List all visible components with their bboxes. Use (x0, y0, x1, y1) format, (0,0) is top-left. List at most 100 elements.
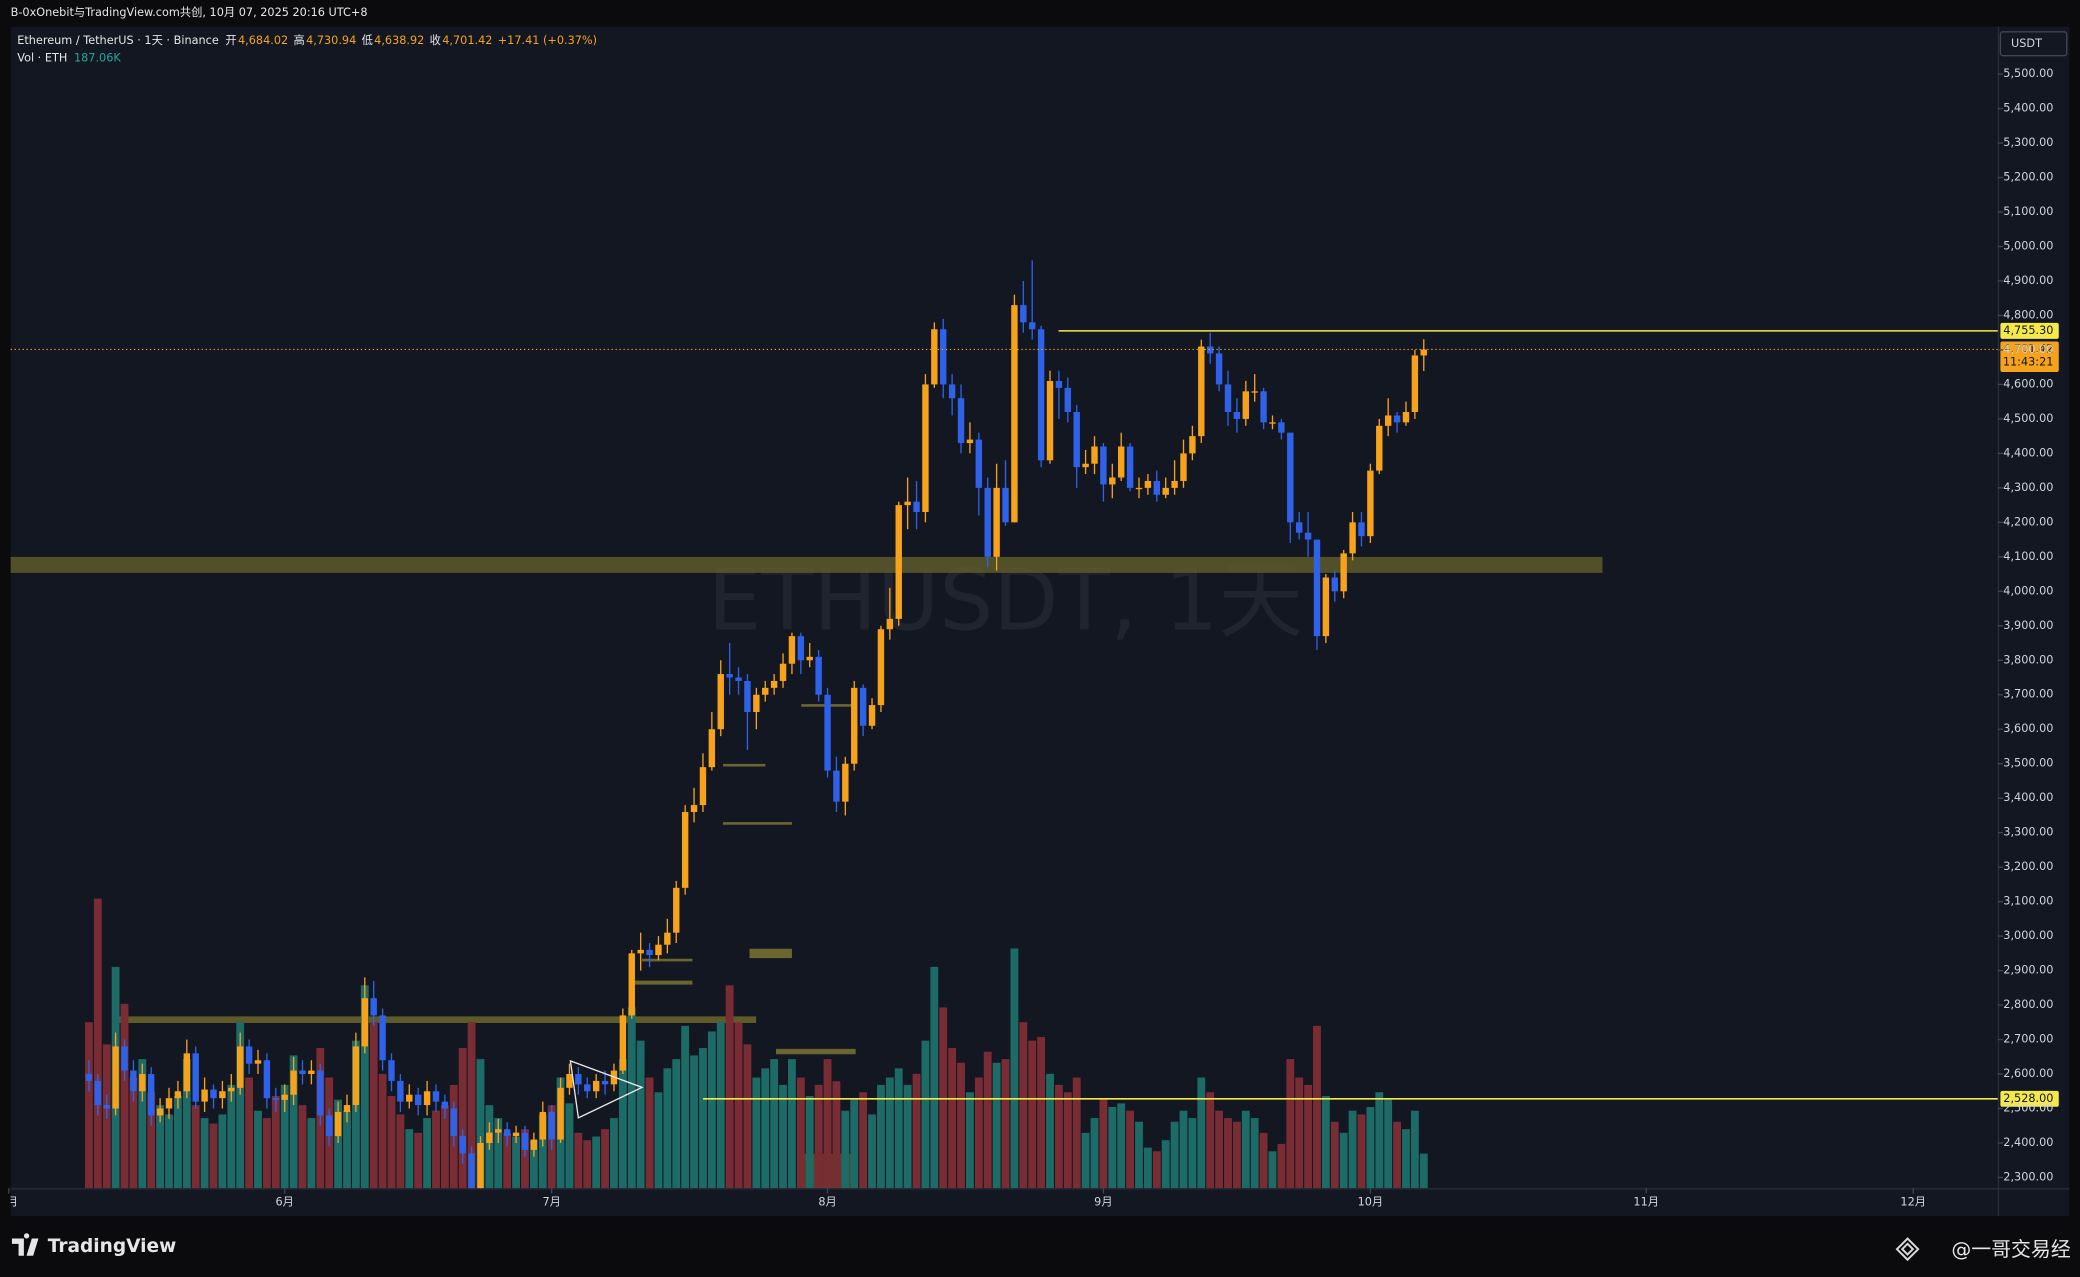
volume-bar (182, 1059, 191, 1189)
volume-bar (280, 1084, 289, 1189)
legend-value: 4,730.94 (306, 34, 356, 47)
y-tick-label: 2,900.00 (2003, 964, 2053, 977)
y-tick-label: 3,800.00 (2003, 653, 2053, 666)
volume-bar (1179, 1110, 1188, 1189)
volume-bar (458, 1048, 467, 1189)
candle-body (281, 1094, 288, 1100)
candle-body (1322, 577, 1330, 637)
candle-body (423, 1091, 431, 1106)
volume-bar (1295, 1077, 1304, 1189)
candle-body (441, 1101, 449, 1109)
y-tick-label: 3,000.00 (2003, 929, 2053, 942)
price-axis (1997, 26, 2070, 1189)
volume-bar (1410, 1110, 1419, 1189)
candle-body (957, 398, 965, 444)
currency[interactable]: USDT (2011, 37, 2042, 50)
volume-bar (494, 1118, 503, 1189)
candle-body (931, 329, 938, 385)
candle-body (1002, 487, 1009, 523)
candle-body (744, 680, 751, 712)
candle-body (486, 1132, 493, 1143)
y-tick-label: 5,000.00 (2003, 240, 2053, 253)
candle-body (156, 1108, 164, 1116)
currency-button[interactable] (1999, 31, 2068, 57)
candle-body (859, 687, 867, 726)
volume-bar (1099, 1099, 1108, 1189)
y-tick-label: 2,400.00 (2003, 1136, 2053, 1149)
logo (11, 1233, 39, 1256)
candle-body (646, 949, 653, 956)
volume-bar (1117, 1103, 1126, 1189)
volume-bar (334, 1099, 343, 1189)
candle-body (690, 805, 698, 812)
candle-body (851, 687, 858, 764)
volume-bar (1046, 1073, 1054, 1189)
volume-bar (423, 1118, 432, 1189)
volume-bar (476, 1059, 485, 1189)
volume-bar (645, 1077, 654, 1189)
volume-bar (405, 1129, 414, 1189)
volume-bar (636, 1040, 645, 1189)
candle-body (717, 674, 724, 730)
candle-body (495, 1129, 502, 1133)
y-tick-label: 3,900.00 (2003, 619, 2053, 632)
candle-body (1242, 391, 1249, 419)
volume-bar (1152, 1151, 1161, 1189)
candle-body (735, 677, 742, 681)
top-bar: B-0xOnebit与TradingView.com共创, 10月 07, 20… (11, 6, 368, 19)
volume-bar (529, 1140, 538, 1189)
x-tick-label: 9月 (1094, 1196, 1112, 1209)
volume-bar (912, 1073, 921, 1189)
legend-volume-label: Vol · ETH (17, 51, 67, 64)
candle-body (664, 932, 671, 945)
candle-layer (85, 260, 1427, 1189)
candle-body (1384, 415, 1392, 426)
last-price-label-bg (2000, 341, 2059, 372)
candle-body (886, 618, 894, 630)
volume-bar (1339, 1132, 1348, 1189)
candle-body (201, 1089, 208, 1102)
candle-body (1126, 446, 1134, 488)
candle-body (1260, 391, 1267, 423)
candle-body (655, 944, 662, 956)
candle-body (317, 1070, 324, 1116)
volume-bar (1384, 1099, 1393, 1189)
volume-bar (743, 1044, 752, 1189)
legend-key: 低 (362, 34, 373, 47)
volume-bar (227, 1084, 236, 1189)
volume-bar (1348, 1110, 1357, 1189)
candle-body (993, 487, 1000, 557)
candle-body (1420, 349, 1427, 356)
candle-body (1402, 412, 1410, 423)
volume-bar (974, 1077, 983, 1189)
candle-body (1046, 380, 1054, 461)
legend: Ethereum / TetherUS · 1天 · Binance 开 4,68… (17, 33, 597, 64)
candle-body (1233, 412, 1241, 419)
volume-bar (1037, 1036, 1046, 1189)
candle-body (539, 1111, 546, 1140)
candle-body (1224, 384, 1232, 413)
volume-bar (1108, 1107, 1117, 1189)
candle-body (1358, 522, 1365, 537)
y-tick-label: 4,100.00 (2003, 550, 2053, 563)
y-tick-label: 4,600.00 (2003, 377, 2053, 390)
candle-body (503, 1129, 511, 1137)
handle: @一哥交易经 (1951, 1238, 2070, 1261)
candle-body (681, 811, 689, 888)
legend-key: 开 (225, 34, 236, 47)
candle-body (673, 887, 680, 933)
y-tick-label: 4,900.00 (2003, 274, 2053, 287)
volume-bar (521, 1129, 529, 1189)
y-tick-label: 4,000.00 (2003, 584, 2053, 597)
candle-body (183, 1053, 191, 1092)
volume-bar (138, 1059, 147, 1189)
triangle-drawing (569, 1059, 644, 1119)
legend-symbol: Ethereum / TetherUS · 1天 · Binance (17, 34, 219, 47)
volume-bar (369, 1022, 378, 1189)
volume-bar (627, 1007, 636, 1189)
volume-bar (601, 1129, 609, 1189)
volume-bar (1063, 1092, 1072, 1189)
candle-body (352, 1046, 360, 1106)
candle-body (1064, 387, 1072, 413)
y-tick-label: 3,500.00 (2003, 757, 2053, 770)
